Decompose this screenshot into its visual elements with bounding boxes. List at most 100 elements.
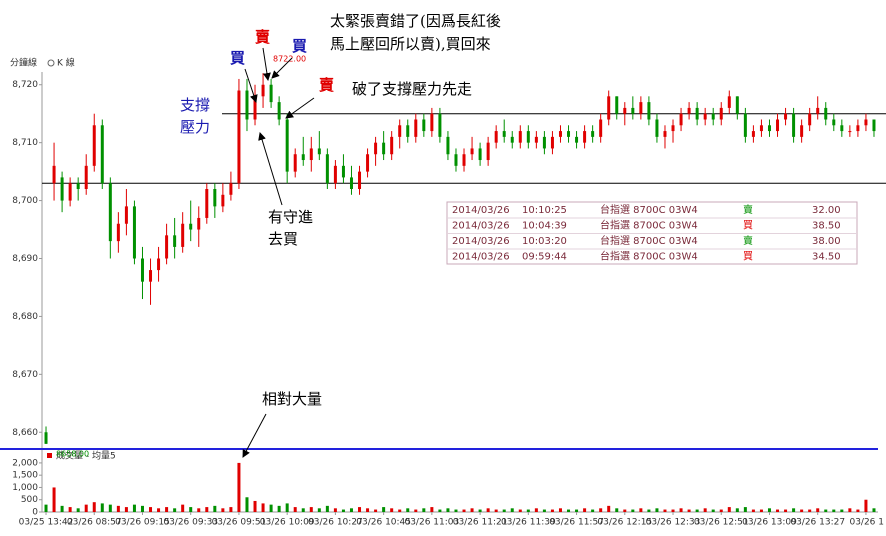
annotation: 有守進 — [268, 208, 313, 226]
candle-body — [583, 131, 587, 143]
candle-body — [108, 183, 112, 242]
candle-body — [607, 96, 611, 120]
candle-body — [454, 154, 458, 166]
volume-bar — [647, 509, 651, 512]
volume-bar — [205, 507, 209, 512]
volume-bar — [213, 505, 217, 512]
volume-bar — [542, 509, 546, 512]
volume-bar — [767, 508, 771, 512]
x-tick-label: 03/26 12:15 — [597, 518, 652, 528]
y-tick-label: 8,700 — [12, 196, 38, 206]
table-cell: 34.50 — [812, 252, 841, 263]
volume-tick-label: 0 — [32, 508, 38, 518]
volume-bar — [599, 508, 603, 512]
arrow — [242, 413, 267, 458]
volume-bar — [727, 507, 731, 512]
table-cell: 台指選 8700C 03W4 — [600, 250, 698, 263]
volume-bar — [285, 503, 289, 512]
volume-bar — [60, 505, 64, 512]
candle-body — [116, 223, 120, 242]
candle-body — [157, 258, 161, 271]
candle-body — [317, 148, 321, 155]
x-tick-label: 03/26 1 — [849, 518, 884, 528]
candle-body — [663, 131, 667, 137]
volume-bar — [181, 504, 185, 512]
volume-bar — [591, 509, 595, 512]
volume-bar — [816, 508, 820, 512]
volume-bar — [422, 508, 426, 512]
candle-body — [486, 142, 490, 161]
table-cell: 2014/03/26 — [452, 205, 510, 216]
candle-body — [406, 125, 410, 137]
candle-body — [542, 136, 546, 149]
toolbar-minute[interactable]: 分鐘線 — [10, 57, 37, 69]
volume-bar — [784, 509, 788, 512]
volume-bar — [687, 509, 691, 512]
candle-body — [518, 131, 522, 143]
volume-bar — [374, 509, 378, 512]
candle-body — [784, 113, 788, 120]
volume-bar — [430, 507, 434, 512]
toolbar-kline[interactable]: K 線 — [57, 57, 75, 69]
volume-bar — [390, 508, 394, 512]
volume-bar — [719, 509, 723, 512]
candle-body — [502, 131, 506, 137]
candle-body — [478, 148, 482, 161]
x-tick-label: 03/26 13:27 — [790, 518, 845, 528]
candle-body — [743, 113, 747, 137]
volume-bar — [776, 509, 780, 512]
y-tick-label: 8,690 — [12, 254, 38, 264]
candle-body — [92, 125, 96, 166]
volume-bar — [864, 499, 868, 512]
volume-bar — [872, 508, 876, 512]
candle-body — [149, 270, 153, 282]
candle-body — [599, 119, 603, 137]
volume-bar — [84, 504, 88, 512]
y-tick-label: 8,710 — [12, 138, 38, 148]
candle-body — [695, 107, 699, 120]
trade-table: 2014/03/26 10:10:25 台指選 8700C 03W4 賣 32.00 20… — [446, 201, 858, 265]
table-cell: 2014/03/26 — [452, 236, 510, 247]
arrow — [244, 68, 258, 103]
volume-bar — [502, 509, 506, 512]
volume-bar — [462, 509, 466, 512]
x-tick-label: 03/26 11:39 — [501, 518, 556, 528]
volume-bar — [438, 509, 442, 512]
candle-body — [84, 165, 88, 189]
volume-bar — [534, 508, 538, 512]
volume-bar — [100, 503, 104, 512]
candle-body — [358, 171, 362, 189]
annotation: 壓力 — [180, 118, 210, 136]
volume-tick-label: 1,000 — [12, 483, 38, 493]
volume-bar — [510, 508, 514, 512]
legend-swatch — [47, 453, 52, 458]
annotation: 相對大量 — [262, 390, 322, 408]
x-tick-label: 03/26 12:51 — [694, 518, 749, 528]
x-tick-label: 03/26 08:57 — [67, 518, 122, 528]
table-cell: 10:03:20 — [522, 236, 567, 247]
candle-body — [462, 154, 466, 166]
volume-bar — [309, 507, 313, 512]
y-tick-label: 8,680 — [12, 312, 38, 322]
candle-body — [623, 107, 627, 114]
candle-body — [767, 125, 771, 132]
annotation: 買 — [230, 49, 245, 67]
arrows — [242, 47, 315, 458]
annotation: 破了支撐壓力先走 — [352, 80, 472, 98]
volume-bar — [165, 507, 169, 512]
volume-bar — [494, 509, 498, 512]
candle-body — [124, 206, 128, 224]
annotation: 太緊張賣錯了(因爲長紅後 — [330, 12, 501, 30]
volume-tick-label: 2,000 — [12, 458, 38, 468]
table-cell: 台指選 8700C 03W4 — [600, 203, 698, 216]
arrow — [285, 97, 315, 119]
candle-body — [647, 102, 651, 120]
volume-bar — [229, 507, 233, 512]
volume-bar — [567, 509, 571, 512]
volume-bar — [808, 509, 812, 512]
candle-body — [245, 90, 249, 120]
y-tick-label: 8,660 — [12, 428, 38, 438]
volume-bar — [44, 504, 48, 512]
candle-body — [68, 183, 72, 201]
